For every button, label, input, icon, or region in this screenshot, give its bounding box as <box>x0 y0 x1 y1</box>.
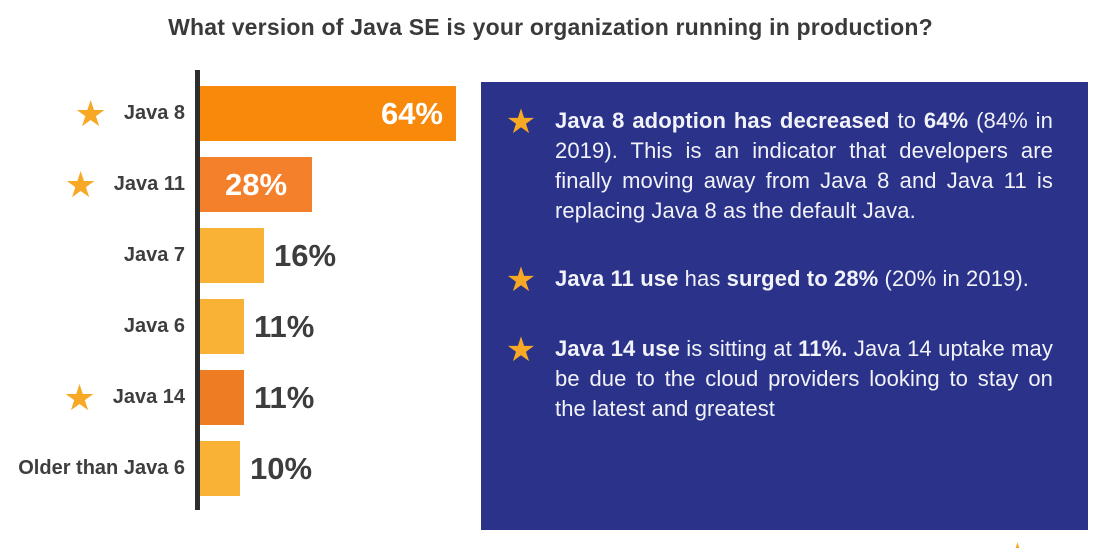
list-item: ★ Java 11 use has surged to 28% (20% in … <box>505 261 1053 299</box>
category-label: Java 14 <box>112 386 185 408</box>
bar-value-outside: 16% <box>274 237 337 273</box>
table-row: ★ Java 14 11% <box>0 370 480 425</box>
table-row: ★ Older than Java 6 10% <box>0 441 480 496</box>
bar-value-outside: 11% <box>254 379 315 415</box>
list-item: ★ Java 8 adoption has decreased to 64% (… <box>505 103 1053 226</box>
bar-value-inside: 28% <box>224 166 288 202</box>
bar-value-outside: 11% <box>254 308 315 344</box>
category-label: Java 7 <box>123 244 185 266</box>
bar-chart: ★ Java 8 64% ★ Java 11 28% ★ Java 7 <box>0 70 480 530</box>
category-cell: ★ Java 7 <box>0 238 185 274</box>
category-cell: ★ Java 11 <box>0 163 185 205</box>
bar-area: 10% <box>200 441 312 496</box>
table-row: ★ Java 7 16% <box>0 228 480 283</box>
star-icon: ★ <box>63 376 96 418</box>
category-cell: ★ Older than Java 6 <box>0 451 185 487</box>
bar: 28% <box>200 157 312 212</box>
bar-area: 64% <box>200 86 456 141</box>
star-icon: ★ <box>64 163 97 205</box>
bar <box>200 228 264 283</box>
bullet-text: Java 8 adoption has decreased to 64% (84… <box>555 108 1053 223</box>
table-row: ★ Java 8 64% <box>0 86 480 141</box>
category-label: Java 6 <box>123 315 185 337</box>
category-cell: ★ Java 8 <box>0 92 185 134</box>
bullet-text: Java 14 use is sitting at 11%. Java 14 u… <box>555 336 1053 421</box>
bar-rows: ★ Java 8 64% ★ Java 11 28% ★ Java 7 <box>0 86 480 496</box>
bar-value-inside: 64% <box>380 95 443 131</box>
category-label: Java 8 <box>123 102 185 124</box>
table-row: ★ Java 6 11% <box>0 299 480 354</box>
star-icon: ★ <box>505 261 537 299</box>
list-item: ★ Java 14 use is sitting at 11%. Java 14… <box>505 331 1053 424</box>
bar-area: 28% <box>200 157 312 212</box>
star-icon: ★ <box>505 103 537 141</box>
bar <box>200 441 240 496</box>
category-cell: ★ Java 6 <box>0 309 185 345</box>
bullet-text: Java 11 use has surged to 28% (20% in 20… <box>555 266 1030 291</box>
chart-title: What version of Java SE is your organiza… <box>168 14 933 40</box>
cut-off-star-icon: ★ <box>1004 540 1031 548</box>
bar: 64% <box>200 86 456 141</box>
category-label: Java 11 <box>113 173 185 195</box>
bar-area: 16% <box>200 228 336 283</box>
chart-axis-line <box>195 70 200 510</box>
star-icon: ★ <box>74 92 107 134</box>
table-row: ★ Java 11 28% <box>0 157 480 212</box>
category-label: Older than Java 6 <box>18 457 185 479</box>
insight-panel: ★ Java 8 adoption has decreased to 64% (… <box>481 82 1088 530</box>
category-cell: ★ Java 14 <box>0 376 185 418</box>
star-icon: ★ <box>505 331 537 369</box>
bar <box>200 299 244 354</box>
bar-area: 11% <box>200 299 314 354</box>
bar-value-outside: 10% <box>250 450 313 486</box>
bar-area: 11% <box>200 370 314 425</box>
bar <box>200 370 244 425</box>
